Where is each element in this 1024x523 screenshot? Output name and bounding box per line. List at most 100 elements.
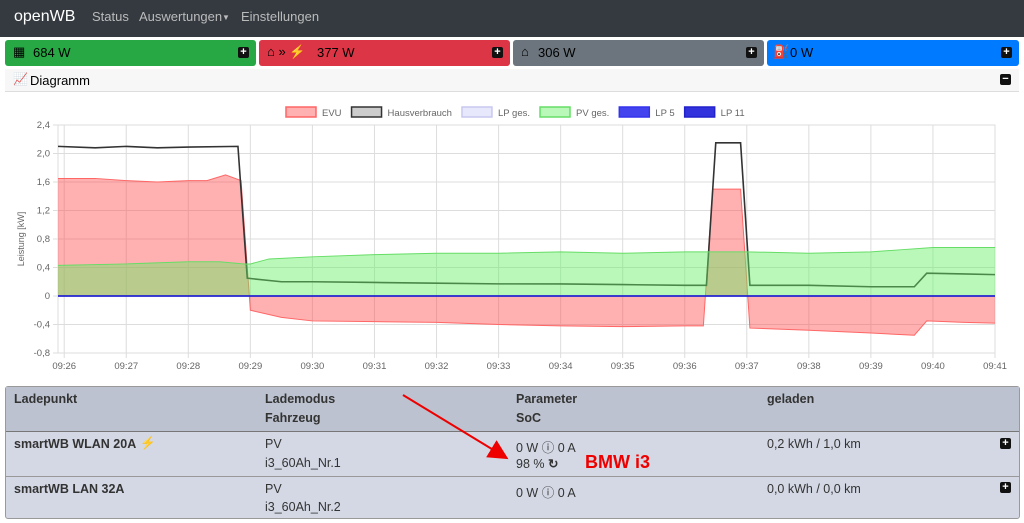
card-value: 377 W [317, 45, 355, 60]
card-lp[interactable]: ⛽ 0 W + [767, 40, 1019, 66]
arrow [402, 394, 509, 460]
x-tick-label: 09:31 [363, 361, 387, 372]
card-value: 0 W [790, 45, 814, 60]
legend-label: PV ges. [576, 108, 609, 119]
area-fill [58, 247, 995, 296]
icon: ⌂ » ⚡ [267, 44, 306, 59]
power: 0 W [516, 441, 539, 455]
icon: ⌂ [521, 44, 529, 59]
panel-header: 📈 Diagramm − [5, 69, 1019, 92]
card-house[interactable]: ⌂ 306 W + [513, 40, 764, 66]
th: Parameter [516, 392, 578, 406]
expand[interactable]: + [1000, 438, 1011, 449]
x-tick-label: 09:26 [52, 361, 76, 372]
annotation: BMW i3 [585, 452, 650, 472]
navbar: openWB Status Auswertungen ▼ Einstellung… [0, 0, 1024, 37]
y-tick-label: 0,4 [37, 263, 50, 274]
td: 0,0 kWh / 0,0 km [767, 482, 861, 496]
series-line [58, 174, 996, 336]
y-tick-label: 0,8 [37, 234, 50, 245]
panel-title: Diagramm [30, 73, 90, 88]
card-value: 684 W [33, 45, 71, 60]
card-value: 306 W [538, 45, 576, 60]
icon: 📈 [13, 72, 28, 86]
td: PV [265, 437, 282, 451]
td: smartWB WLAN 20A [14, 437, 137, 451]
y-tick-label: -0,8 [34, 348, 50, 359]
y-tick-label: -0,4 [34, 320, 50, 331]
x-tick-label: 09:35 [611, 361, 635, 372]
x-tick-label: 09:28 [176, 361, 200, 372]
td: 0,2 kWh / 1,0 km [767, 437, 861, 451]
table: Ladepunkt Lademodus Fahrzeug Parameter S… [5, 386, 1020, 519]
legend-swatch [539, 106, 571, 118]
th: Lademodus [265, 392, 336, 406]
expand[interactable]: + [492, 47, 503, 58]
current: 0 A [557, 441, 576, 455]
nav-item[interactable]: Auswertungen [139, 9, 223, 24]
caret: ▼ [222, 13, 230, 22]
card-pv[interactable]: ▦ 684 W + [5, 40, 256, 66]
x-tick-label: 09:37 [735, 361, 759, 372]
refresh[interactable]: ↻ [547, 457, 559, 471]
brand[interactable]: openWB [14, 8, 76, 25]
th: geladen [767, 392, 815, 406]
th: Ladepunkt [14, 392, 78, 406]
x-tick-label: 09:29 [238, 361, 262, 372]
y-tick-label: 2,4 [37, 120, 50, 131]
plug-icon: ⚡ [140, 436, 156, 450]
x-tick-label: 09:30 [301, 361, 325, 372]
expand[interactable]: + [238, 47, 249, 58]
x-tick-label: 09:34 [549, 361, 573, 372]
series-line [57, 247, 995, 266]
expand[interactable]: + [1001, 47, 1012, 58]
legend-swatch [683, 106, 716, 118]
icon: ⛽ [773, 44, 790, 59]
legend-swatch [618, 106, 651, 118]
x-tick-label: 09:41 [983, 361, 1007, 372]
expand[interactable]: + [746, 47, 757, 58]
x-tick-label: 09:38 [797, 361, 821, 372]
x-tick-label: 09:36 [673, 361, 697, 372]
card-evu[interactable]: ⌂ » ⚡ 377 W + [259, 40, 510, 66]
td: 98 % ↻ [516, 456, 558, 471]
td: i3_60Ah_Nr.2 [265, 500, 341, 514]
y-tick-label: 2,0 [37, 149, 50, 160]
td: 0 W ⓘ 0 A [516, 441, 576, 455]
table-header [6, 387, 1019, 432]
legend-swatch [285, 106, 317, 118]
soc: 98 % [516, 457, 545, 471]
y-tick-label: 1,6 [37, 177, 50, 188]
td: i3_60Ah_Nr.1 [265, 456, 341, 470]
y-axis-label: Leistung [kW] [16, 212, 26, 267]
td: smartWB LAN 32A [14, 482, 125, 496]
th: Fahrzeug [265, 411, 321, 425]
nav-item[interactable]: Einstellungen [241, 9, 320, 24]
power: 0 W [516, 486, 539, 500]
nav-item[interactable]: Status [92, 9, 129, 24]
legend-label: LP 11 [721, 108, 745, 119]
td: 0 W ⓘ 0 A [516, 486, 576, 500]
collapse[interactable]: − [1000, 74, 1011, 85]
row-divider [6, 476, 1019, 477]
x-tick-label: 09:32 [425, 361, 449, 372]
icon: ▦ [13, 44, 26, 59]
td: PV [265, 482, 282, 496]
current: 0 A [557, 486, 576, 500]
x-tick-label: 09:27 [114, 361, 138, 372]
series-line [57, 142, 996, 288]
x-tick-label: 09:40 [921, 361, 945, 372]
th: SoC [516, 411, 541, 425]
chart: -0,8 -0,4 0 0,4 0,8 1,2 1,6 2,0 2,4 09:26 09:27 09:… [16, 106, 1007, 372]
legend-label: LP 5 [655, 108, 674, 119]
x-tick-label: 09:33 [487, 361, 511, 372]
expand[interactable]: + [1000, 482, 1011, 493]
y-tick-label: 1,2 [37, 206, 50, 217]
legend-label: EVU [322, 108, 342, 119]
legend-swatch [350, 106, 383, 118]
y-tick-label: 0 [45, 291, 50, 302]
x-tick-label: 09:39 [859, 361, 883, 372]
legend-label: Hausverbrauch [388, 108, 452, 119]
